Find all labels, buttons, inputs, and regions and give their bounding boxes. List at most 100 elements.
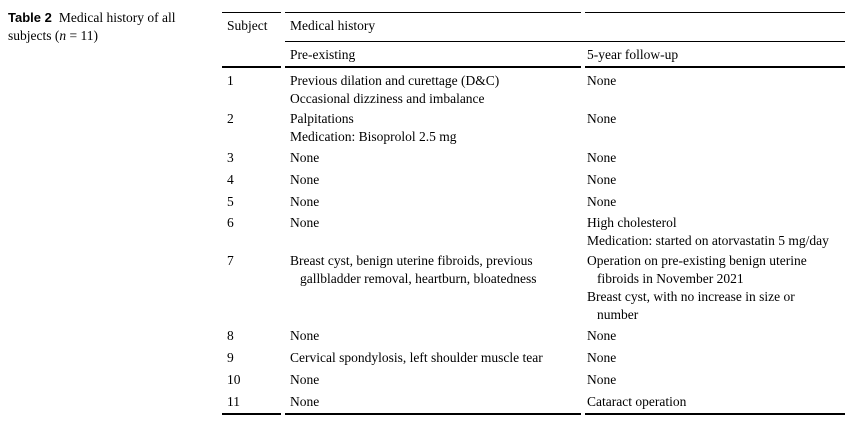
cell-line: None — [290, 328, 320, 343]
top-rule-segment — [585, 12, 845, 13]
pre-existing-cell: None — [285, 371, 585, 389]
table-row: 10 None None — [222, 369, 845, 391]
medical-history-table: Subject Medical history Pre-existing 5-y… — [222, 12, 845, 415]
table-row: 8 None None — [222, 325, 845, 347]
cell-line: 7 — [227, 253, 234, 268]
cell-line: 3 — [227, 150, 234, 165]
table-row: 11 None Cataract operation — [222, 391, 845, 413]
cell-line: None — [290, 172, 320, 187]
table-body: 1 Previous dilation and curettage (D&C) Oc… — [222, 68, 845, 413]
subject-cell: 1 — [222, 72, 285, 108]
cell-line: None — [290, 150, 320, 165]
cell-line: 11 — [227, 394, 240, 409]
pre-existing-cell: Breast cyst, benign uterine fibroids, pr… — [285, 252, 585, 324]
pre-existing-cell: None — [285, 171, 585, 189]
header-bottom-rule — [222, 66, 845, 68]
subject-cell: 4 — [222, 171, 285, 189]
cell-line: None — [290, 394, 320, 409]
cell-line: 9 — [227, 350, 234, 365]
top-rule — [222, 12, 845, 13]
cell-line: None — [587, 111, 617, 126]
cell-line: Breast cyst, benign uterine fibroids, pr… — [290, 253, 533, 268]
bottom-rule-segment — [585, 413, 845, 415]
group-underline-segment — [285, 41, 845, 42]
table-row: 4 None None — [222, 169, 845, 191]
cell-line: None — [587, 73, 617, 88]
cell-line: None — [587, 372, 617, 387]
table-caption: Table 2 Medical history of all subjects (… — [8, 9, 206, 45]
subject-cell: 7 — [222, 252, 285, 324]
follow-up-cell: None — [585, 171, 845, 189]
pre-existing-cell: Palpitations Medication: Bisoprolol 2.5 m… — [285, 110, 585, 146]
bottom-rule-segment — [285, 413, 581, 415]
caption-label: Table 2 — [8, 10, 52, 25]
caption-text-before-n: Medical history of all subjects ( — [8, 10, 176, 43]
cell-line: None — [587, 172, 617, 187]
cell-line: None — [290, 372, 320, 387]
cell-line: None — [587, 328, 617, 343]
cell-line: 4 — [227, 172, 234, 187]
table-row: 1 Previous dilation and curettage (D&C) Oc… — [222, 68, 845, 109]
follow-up-cell: Operation on pre-existing benign uterine… — [585, 252, 845, 324]
subject-cell: 5 — [222, 193, 285, 211]
column-header-medical-history: Medical history — [290, 18, 376, 33]
cell-line: Previous dilation and curettage (D&C) — [290, 73, 500, 88]
header-row-sub: Pre-existing 5-year follow-up — [222, 46, 845, 64]
cell-line: Cervical spondylosis, left shoulder musc… — [290, 350, 543, 365]
cell-line: 6 — [227, 215, 234, 230]
cell-line: Cataract operation — [587, 394, 687, 409]
cell-line: 10 — [227, 372, 241, 387]
column-header-subject: Subject — [227, 18, 268, 33]
cell-line: Medication: Bisoprolol 2.5 mg — [290, 129, 457, 144]
column-header-pre-existing: Pre-existing — [290, 47, 356, 62]
follow-up-cell: None — [585, 193, 845, 211]
group-underline-rule — [222, 41, 845, 42]
table-row: 7 Breast cyst, benign uterine fibroids, p… — [222, 251, 845, 325]
pre-existing-cell: None — [285, 193, 585, 211]
cell-line: Medication: started on atorvastatin 5 mg… — [587, 233, 829, 248]
follow-up-cell: None — [585, 110, 845, 146]
top-rule-segment — [285, 12, 581, 13]
follow-up-cell: None — [585, 371, 845, 389]
cell-line: fibroids in November 2021 — [597, 271, 744, 286]
header-bottom-rule-segment — [222, 66, 281, 68]
follow-up-cell: None — [585, 349, 845, 367]
caption-text-after-n: = 11) — [66, 28, 98, 43]
cell-line: 1 — [227, 73, 234, 88]
cell-line: None — [587, 194, 617, 209]
table-row: 5 None None — [222, 191, 845, 213]
pre-existing-cell: Previous dilation and curettage (D&C) Occ… — [285, 72, 585, 108]
pre-existing-cell: None — [285, 393, 585, 411]
bottom-rule — [222, 413, 845, 415]
cell-line: 5 — [227, 194, 234, 209]
cell-line: gallbladder removal, heartburn, bloatedn… — [300, 271, 537, 286]
table-row: 2 Palpitations Medication: Bisoprolol 2.5 … — [222, 109, 845, 147]
pre-existing-cell: None — [285, 214, 585, 250]
follow-up-cell: High cholesterol Medication: started on a… — [585, 214, 845, 250]
follow-up-cell: None — [585, 149, 845, 167]
cell-line: Breast cyst, with no increase in size or — [587, 289, 795, 304]
column-header-follow-up: 5-year follow-up — [587, 47, 679, 62]
follow-up-cell: None — [585, 327, 845, 345]
pre-existing-cell: None — [285, 149, 585, 167]
cell-line: None — [587, 150, 617, 165]
table-row: 9 Cervical spondylosis, left shoulder mus… — [222, 347, 845, 369]
subject-cell: 3 — [222, 149, 285, 167]
table-row: 3 None None — [222, 147, 845, 169]
header-row-group: Subject Medical history — [222, 17, 845, 35]
pre-existing-cell: None — [285, 327, 585, 345]
bottom-rule-segment — [222, 413, 281, 415]
cell-line: number — [597, 307, 639, 322]
caption-n-symbol: n — [59, 28, 67, 43]
cell-line: 8 — [227, 328, 234, 343]
cell-line: None — [290, 215, 320, 230]
subject-cell: 6 — [222, 214, 285, 250]
cell-line: 2 — [227, 111, 234, 126]
table-row: 6 None High cholesterol Medication: started… — [222, 213, 845, 251]
subject-cell: 10 — [222, 371, 285, 389]
subject-cell: 9 — [222, 349, 285, 367]
header-bottom-rule-segment — [585, 66, 845, 68]
cell-line: None — [290, 194, 320, 209]
cell-line: Palpitations — [290, 111, 354, 126]
subject-cell: 2 — [222, 110, 285, 146]
